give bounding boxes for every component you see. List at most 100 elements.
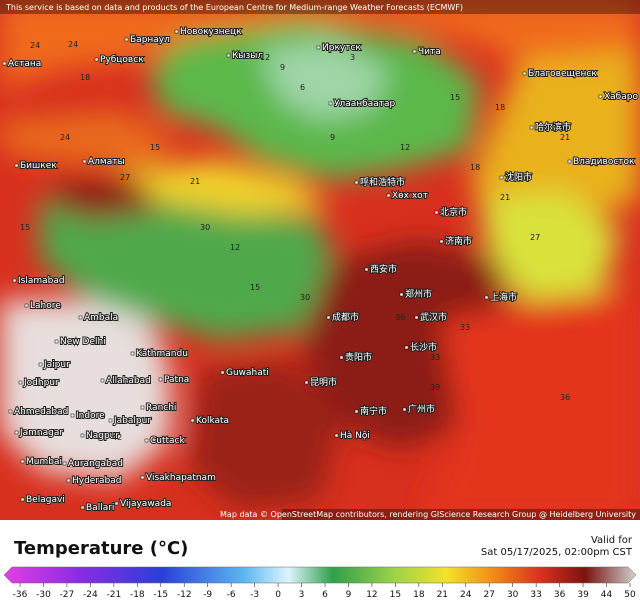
color-bar	[3, 566, 637, 584]
city-label: Ahmedabad	[14, 407, 68, 417]
city-marker	[70, 413, 75, 418]
city-marker	[522, 71, 527, 76]
scale-tick-label: 24	[460, 590, 472, 600]
city-label: Patna	[164, 375, 189, 385]
city-marker	[190, 418, 195, 423]
city-marker	[140, 475, 145, 480]
city-label: Хөх хот	[392, 191, 428, 201]
city-marker	[20, 497, 25, 502]
city-label: 西安市	[370, 263, 397, 275]
temperature-field	[0, 0, 640, 520]
city-label: Чита	[418, 47, 441, 57]
temperature-label: 33	[460, 323, 470, 332]
scale-tick-label: 44	[601, 590, 613, 600]
place-labels: Астана Барнаул Новокузнецк Рубцовск Кызыл Ирк…	[2, 26, 639, 514]
city-marker	[339, 355, 344, 360]
temperature-label: 15	[20, 223, 30, 232]
city-label: 昆明市	[310, 376, 337, 388]
city-label: 武汉市	[420, 311, 447, 323]
city-marker	[14, 163, 19, 168]
city-marker	[499, 175, 504, 180]
city-label: 呼和浩特市	[360, 176, 405, 188]
city-label: 济南市	[445, 235, 472, 247]
temperature-label: 24	[30, 41, 40, 50]
city-marker	[2, 61, 7, 66]
city-label: 长沙市	[410, 341, 437, 353]
city-label: 北京市	[440, 206, 467, 218]
city-label: Indore	[76, 411, 105, 421]
temperature-label: 30	[200, 223, 210, 232]
city-label: 哈尔滨市	[535, 121, 571, 133]
city-label: Барнаул	[130, 35, 170, 45]
scale-tick-label: -30	[36, 590, 51, 600]
temperature-label: 18	[470, 163, 480, 172]
city-marker	[386, 193, 391, 198]
city-label: Ballari	[86, 503, 114, 513]
city-label: Aurangabad	[68, 459, 123, 469]
city-marker	[80, 433, 85, 438]
attribution-band	[282, 509, 640, 520]
city-marker	[100, 378, 105, 383]
city-marker	[124, 37, 129, 42]
temperature-label: 21	[190, 177, 200, 186]
city-label: Бишкек	[20, 161, 57, 171]
scale-tick-label: -18	[130, 590, 145, 600]
city-label: Nagpur	[86, 431, 119, 441]
temperature-label: 21	[560, 133, 570, 142]
city-marker	[598, 94, 603, 99]
map-attribution: Map data © OpenStreetMap contributors, r…	[220, 510, 636, 519]
city-label: Хабаро	[604, 92, 638, 102]
scale-tick-label: 6	[322, 590, 328, 600]
city-marker	[38, 362, 43, 367]
city-label: Lahore	[30, 301, 61, 311]
scale-tick-label: -27	[60, 590, 75, 600]
temperature-label: 27	[120, 173, 130, 182]
city-marker	[328, 101, 333, 106]
scale-tick-label: 36	[554, 590, 566, 600]
city-label: 南宁市	[360, 405, 387, 417]
city-label: Ranchi	[146, 403, 176, 413]
temperature-label: 39	[430, 383, 440, 392]
city-label: Алматы	[88, 157, 125, 167]
city-marker	[14, 430, 19, 435]
temperature-label: 27	[530, 233, 540, 242]
temperature-label: 15	[150, 143, 160, 152]
city-label: 成都市	[332, 311, 359, 323]
city-marker	[24, 303, 29, 308]
city-label: Улаанбаатар	[334, 99, 395, 109]
temperature-label: 33	[430, 353, 440, 362]
city-label: 贵阳市	[345, 351, 372, 363]
city-marker	[144, 438, 149, 443]
city-marker	[316, 45, 321, 50]
city-label: Иркутск	[322, 43, 361, 53]
scale-tick-label: 50	[624, 590, 636, 600]
scale-tick-label: -6	[227, 590, 236, 600]
city-marker	[80, 505, 85, 510]
city-marker	[414, 315, 419, 320]
ecmwf-notice: This service is based on data and produc…	[5, 3, 463, 12]
city-marker	[54, 339, 59, 344]
city-marker	[399, 292, 404, 297]
city-marker	[78, 315, 83, 320]
city-label: 沈阳市	[505, 171, 532, 183]
city-marker	[220, 370, 225, 375]
city-marker	[354, 180, 359, 185]
city-marker	[114, 501, 119, 506]
scale-tick-label: -24	[83, 590, 98, 600]
city-label: Vijayawada	[120, 499, 171, 509]
city-label: Allahabad	[106, 376, 151, 386]
city-label: Visakhapatnam	[146, 473, 216, 483]
city-label: Благовещенск	[528, 69, 597, 79]
city-label: Kathmandu	[136, 349, 188, 359]
scale-tick-label: -15	[153, 590, 168, 600]
scale-tick-label: 12	[366, 590, 377, 600]
city-marker	[130, 351, 135, 356]
city-marker	[18, 380, 23, 385]
city-marker	[226, 53, 231, 58]
scale-tick-label: 30	[507, 590, 519, 600]
scale-tick-label: 3	[299, 590, 305, 600]
temperature-label: 15	[250, 283, 260, 292]
city-marker	[304, 380, 309, 385]
city-label: Belagavi	[26, 495, 65, 505]
city-marker	[402, 407, 407, 412]
